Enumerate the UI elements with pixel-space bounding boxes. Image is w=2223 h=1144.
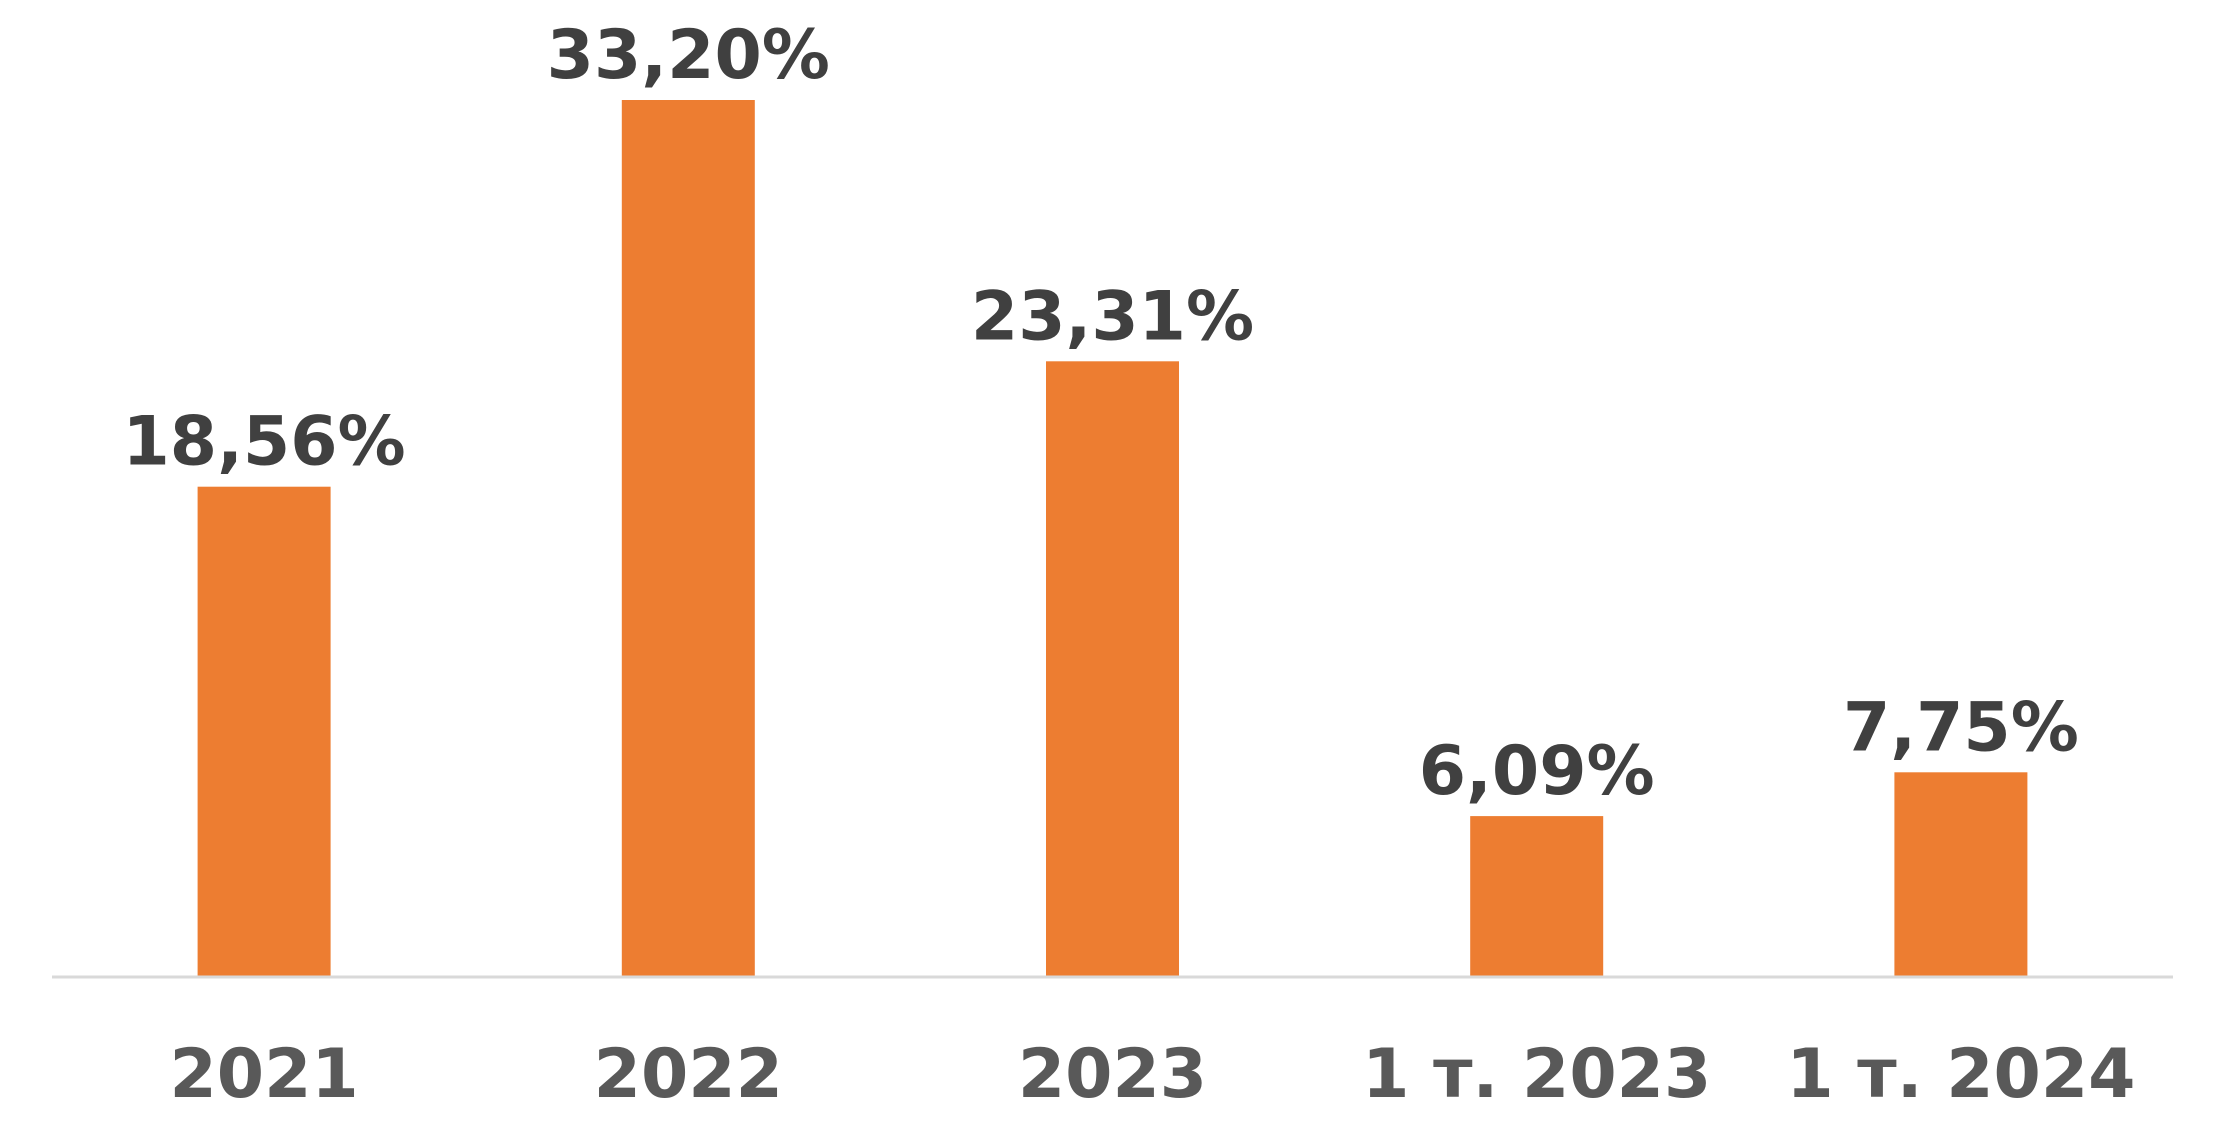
bar-1: [621, 100, 755, 977]
data-label-3: 6,09%: [1419, 732, 1655, 811]
bar-0: [197, 486, 331, 977]
data-label-4: 7,75%: [1843, 688, 2079, 767]
x-tick-labels-group: 2021 2022 2023 1 т. 2023 1 т. 2024: [169, 1035, 2135, 1114]
bar-4: [1894, 772, 2028, 977]
x-tick-label-4: 1 т. 2024: [1786, 1035, 2135, 1114]
data-labels-group: 18,56% 33,20% 23,31% 6,09% 7,75%: [122, 16, 2078, 811]
bar-2: [1046, 361, 1179, 977]
x-tick-label-2: 2023: [1018, 1035, 1207, 1114]
x-tick-label-0: 2021: [169, 1035, 358, 1114]
bar-3: [1470, 816, 1604, 977]
x-tick-label-3: 1 т. 2023: [1362, 1035, 1711, 1114]
data-label-2: 23,31%: [971, 277, 1254, 356]
bars-group: [197, 100, 2028, 977]
data-label-1: 33,20%: [547, 16, 830, 95]
x-tick-label-1: 2022: [594, 1035, 783, 1114]
data-label-0: 18,56%: [122, 403, 405, 482]
